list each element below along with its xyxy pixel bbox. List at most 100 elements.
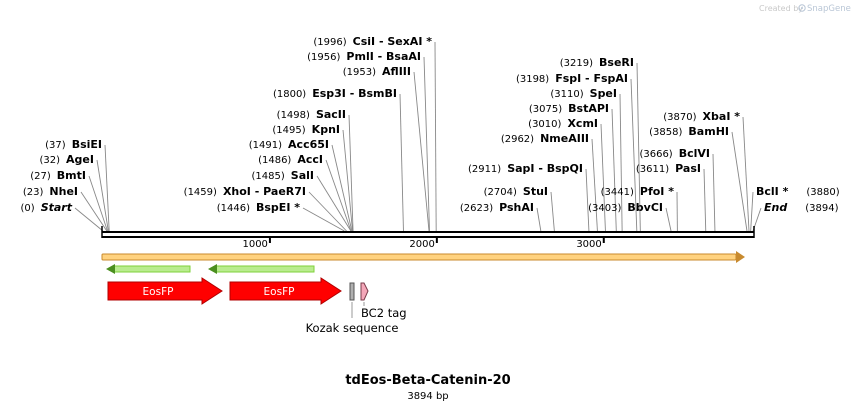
site-label[interactable]: (1498) SacII: [277, 108, 346, 121]
ruler-ticks: 1000 2000 3000: [242, 237, 605, 250]
site-leader-start: [74, 207, 104, 232]
site-label[interactable]: (3110) SpeI: [550, 87, 617, 100]
site-label[interactable]: (1485) SalI: [252, 169, 314, 182]
site-label[interactable]: (3010) XcmI: [528, 117, 598, 130]
site-label[interactable]: (37) BsiEI: [45, 138, 102, 151]
orf-bar: [101, 251, 745, 263]
site-label[interactable]: (0) Start: [21, 201, 73, 214]
credit-brand: SnapGene: [807, 4, 851, 14]
site-leader-bcli-: [750, 191, 754, 232]
site-position: (1953): [343, 67, 376, 78]
site-position: (1996): [313, 37, 346, 48]
site-label[interactable]: (1459) XhoI - PaeR7I: [184, 185, 306, 198]
site-name: FspI - FspAI: [555, 72, 628, 85]
site-position: (2962): [501, 134, 534, 145]
site-position: (3880): [806, 187, 839, 198]
site-name: BclI *: [756, 185, 789, 198]
site-name: NmeAIII: [540, 132, 589, 145]
site-leader-sacii: [348, 114, 354, 232]
site-leader-spei: [619, 93, 623, 232]
site-leader-afliii: [413, 71, 430, 232]
green-arrow-2-body: [215, 265, 315, 273]
site-position: (23): [23, 187, 44, 198]
site-name: SacII: [316, 108, 346, 121]
site-name: PshAI: [499, 201, 534, 214]
site-leader-bmti: [88, 175, 108, 232]
site-name: End: [764, 201, 787, 214]
site-leader-acci: [325, 159, 352, 232]
site-label[interactable]: (3403) BbvCI: [588, 201, 663, 214]
feature-kozak[interactable]: Kozak sequence: [306, 282, 399, 335]
site-name: SalI: [291, 169, 314, 182]
bc2-label: BC2 tag: [361, 306, 407, 320]
site-label[interactable]: (2962) NmeAIII: [501, 132, 589, 145]
site-position: (1486): [258, 155, 291, 166]
site-position: (2623): [460, 203, 493, 214]
feature-eosfp-2[interactable]: EosFP: [229, 277, 342, 305]
site-label[interactable]: (1446) BspEI *: [217, 201, 301, 214]
plasmid-name: tdEos-Beta-Catenin-20: [345, 373, 510, 388]
feature-eosfp-1[interactable]: EosFP: [107, 277, 223, 305]
site-name: SpeI: [590, 87, 617, 100]
site-label[interactable]: BclI * (3880): [756, 185, 840, 198]
site-label[interactable]: (2704) StuI: [484, 185, 548, 198]
site-label[interactable]: (32) AgeI: [40, 153, 94, 166]
site-name: BsiEI: [72, 138, 102, 151]
site-label[interactable]: (1953) AflIII: [343, 65, 411, 78]
site-label[interactable]: (3858) BamHI: [649, 125, 729, 138]
site-position: (1459): [184, 187, 217, 198]
bc2-tag-arrow-icon: [360, 282, 369, 301]
site-label[interactable]: (1956) PmlI - BsaAI: [307, 50, 421, 63]
site-name: PmlI - BsaAI: [346, 50, 421, 63]
site-leader-xbai-: [742, 116, 750, 232]
site-leader-bbvci: [665, 207, 672, 232]
site-label[interactable]: (1495) KpnI: [272, 123, 340, 136]
site-label[interactable]: (3219) BseRI: [560, 56, 634, 69]
site-name: CsiI - SexAI *: [353, 35, 433, 48]
site-leader-xhoi-paer7i: [308, 191, 347, 232]
site-label[interactable]: (23) NheI: [23, 185, 78, 198]
site-label[interactable]: (3198) FspI - FspAI: [516, 72, 628, 85]
site-label[interactable]: (27) BmtI: [30, 169, 86, 182]
site-position: (1800): [273, 89, 306, 100]
site-label[interactable]: (3870) XbaI *: [663, 110, 740, 123]
site-position: (27): [30, 171, 51, 182]
snapgene-logo-icon: [798, 4, 806, 12]
orf-bar-body: [101, 253, 737, 261]
site-name: Esp3I - BsmBI: [312, 87, 397, 100]
site-label[interactable]: (1996) CsiI - SexAI *: [313, 35, 432, 48]
site-position: (2704): [484, 187, 517, 198]
site-label[interactable]: (1800) Esp3I - BsmBI: [273, 87, 397, 100]
site-leader-bstapi: [611, 108, 617, 232]
site-label[interactable]: (3441) PfoI *: [601, 185, 675, 198]
site-name: BclVI: [679, 147, 710, 160]
site-name: XbaI *: [703, 110, 741, 123]
site-position: (3075): [529, 104, 562, 115]
site-leader-esp3i-bsmbi: [399, 93, 404, 232]
site-label[interactable]: (2623) PshAI: [460, 201, 534, 214]
site-position: (2911): [468, 164, 501, 175]
site-position: (3110): [550, 89, 583, 100]
site-label[interactable]: (1486) AccI: [258, 153, 323, 166]
site-name: Start: [41, 201, 73, 214]
site-position: (3198): [516, 74, 549, 85]
site-leader-bamhi: [731, 131, 748, 232]
site-leader-kpni: [342, 129, 353, 232]
snapgene-credit: Created by SnapGene: [759, 4, 851, 14]
site-name: NheI: [49, 185, 78, 198]
site-label[interactable]: (3666) BclVI: [639, 147, 710, 160]
site-name: BamHI: [688, 125, 729, 138]
site-label[interactable]: (1491) Acc65I: [249, 138, 329, 151]
site-name: PfoI *: [640, 185, 674, 198]
site-leader-bspei-: [302, 207, 345, 232]
site-label[interactable]: (2911) SapI - BspQI: [468, 162, 583, 175]
site-label[interactable]: (3075) BstAPI: [529, 102, 609, 115]
site-name: BbvCI: [627, 201, 663, 214]
feature-bc2-tag[interactable]: BC2 tag: [360, 282, 407, 320]
green-arrow-2-head-icon: [208, 264, 217, 274]
site-label[interactable]: End (3894): [764, 201, 839, 214]
site-position: (3870): [663, 112, 696, 123]
site-leader-bsiei: [104, 144, 110, 232]
site-label[interactable]: (3611) PasI: [636, 162, 701, 175]
